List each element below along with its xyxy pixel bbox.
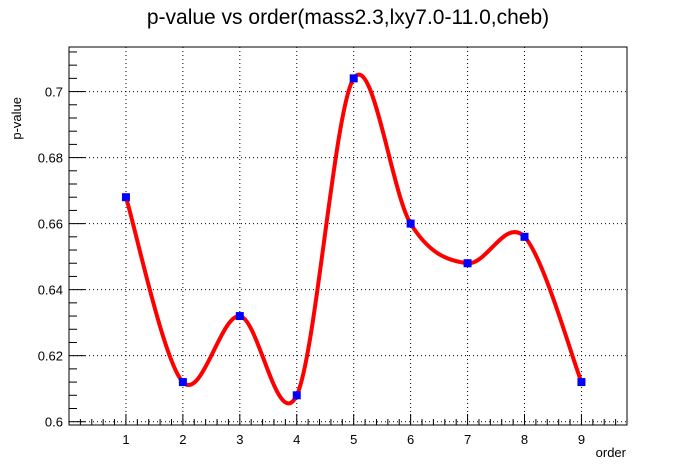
- grid: [69, 47, 627, 425]
- data-point: [121, 193, 130, 202]
- markers: [121, 74, 586, 400]
- x-axis-title: order: [596, 445, 627, 460]
- x-tick-label: 3: [236, 432, 243, 447]
- data-point: [235, 312, 244, 321]
- plot-frame: [68, 46, 628, 426]
- x-tick-label: 1: [122, 432, 129, 447]
- y-tick-label: 0.6: [45, 415, 63, 430]
- x-tick-label: 5: [350, 432, 357, 447]
- data-point: [178, 378, 187, 387]
- tick-labels: 1 2 3 4 5 6 7 8 9 0.6 0.62 0.64 0.66 0.68 0.7: [38, 85, 585, 447]
- data-point: [520, 232, 529, 241]
- data-point: [463, 259, 472, 268]
- x-tick-label: 7: [464, 432, 471, 447]
- x-tick-label: 6: [407, 432, 414, 447]
- axis-ticks: [69, 51, 628, 425]
- y-tick-label: 0.64: [38, 283, 63, 298]
- x-tick-label: 8: [521, 432, 528, 447]
- y-tick-label: 0.68: [38, 151, 63, 166]
- x-tick-label: 2: [179, 432, 186, 447]
- series-line: [123, 72, 584, 406]
- x-tick-label: 9: [578, 432, 585, 447]
- data-point: [406, 219, 415, 228]
- x-tick-label: 4: [293, 432, 300, 447]
- y-axis-title: p-value: [9, 97, 24, 140]
- data-point: [292, 391, 301, 400]
- data-point: [349, 74, 358, 83]
- chart-title: p-value vs order(mass2.3,lxy7.0-11.0,che…: [147, 6, 549, 29]
- series: [123, 72, 584, 406]
- data-point: [577, 378, 586, 387]
- y-tick-label: 0.66: [38, 217, 63, 232]
- y-tick-label: 0.62: [38, 349, 63, 364]
- y-tick-label: 0.7: [45, 85, 63, 100]
